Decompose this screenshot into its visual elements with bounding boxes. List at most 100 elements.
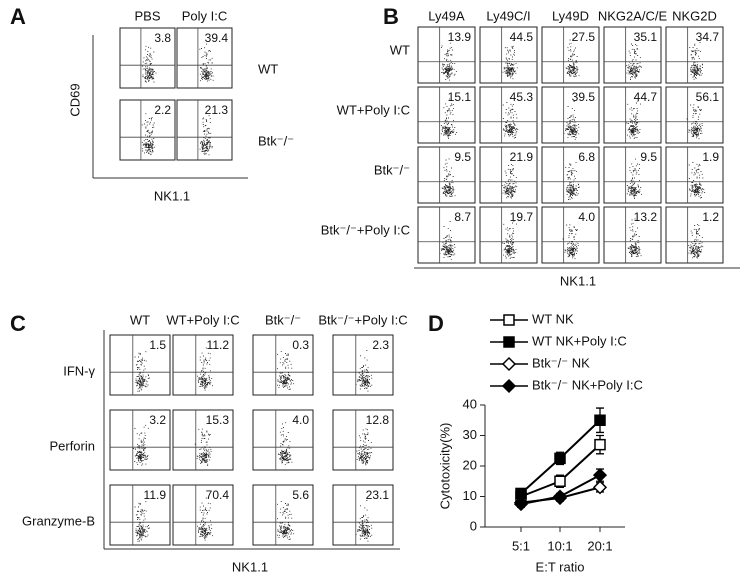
panel-letter: B [383,4,399,29]
y-tick-label: 40 [463,396,477,411]
event-dots [355,350,373,392]
flow-plot: 35.1 [603,26,662,84]
event-dots [197,347,213,391]
column-header: Btk⁻/⁻ [265,312,301,327]
x-axis-label: NK1.1 [232,559,268,574]
flow-plot: 2.3 [332,334,394,396]
flow-plot: 45.3 [479,86,538,144]
plot-frame [417,206,476,264]
y-tick-label: 20 [463,457,477,472]
data-point [552,489,568,504]
flow-plot: 1.5 [109,334,171,396]
row-label: Btk⁻/⁻+Poly I:C [321,222,410,237]
plot-frame [541,86,600,144]
event-dots [502,102,519,139]
flow-plot: 13.9 [417,26,476,84]
plot-frame [332,334,394,396]
gate-percentage: 21.9 [510,150,534,164]
gate-percentage: 1.9 [702,150,719,164]
gate-percentage: 13.9 [448,30,472,44]
gate-percentage: 8.7 [454,210,471,224]
flow-plot: 70.4 [172,484,234,546]
event-dots [439,221,456,260]
gate-percentage: 70.4 [206,488,230,502]
event-dots [626,158,642,199]
row-label: Perforin [49,438,95,453]
flow-plot: 39.4 [176,27,233,89]
gate-percentage: 5.6 [292,488,309,502]
plot-frame [119,99,176,161]
gate-percentage: 1.2 [702,210,719,224]
flow-plot: 23.1 [332,484,394,546]
legend-marker [501,356,517,372]
column-header: PBS [134,8,160,23]
flow-plot: 15.1 [417,86,476,144]
event-dots [562,224,579,260]
plot-frame [417,146,476,204]
data-point [554,475,566,487]
flow-plot: 19.7 [479,206,538,264]
flow-plot: 1.9 [665,146,724,204]
event-dots [686,104,703,140]
column-header: WT [130,312,150,327]
event-dots [688,224,704,259]
event-dots [565,162,580,200]
flow-plot: 44.5 [479,26,538,84]
flow-plot: 15.3 [172,409,234,471]
plot-frame [176,99,233,161]
event-dots [689,42,703,80]
flow-plot: 0.3 [252,334,314,396]
gate-percentage: 15.1 [448,90,472,104]
plot-frame [252,484,314,546]
plot-frame [109,409,171,471]
plot-frame [541,26,600,84]
gate-percentage: 3.2 [149,413,166,427]
row-label: IFN-γ [63,363,95,378]
data-point [594,438,606,451]
gate-percentage: 56.1 [696,90,720,104]
event-dots [563,101,580,140]
flow-plot: 2.2 [119,99,176,161]
column-header: Ly49D [552,8,589,23]
flow-plot: 8.7 [417,206,476,264]
event-dots [277,501,295,540]
flow-plot: 21.9 [479,146,538,204]
y-axis-label: Cytotoxicity(%) [437,423,452,510]
gate-percentage: 4.0 [578,210,595,224]
row-label: Granzyme-B [22,513,95,528]
flow-plot: 11.9 [109,484,171,546]
column-header: Ly49A [428,8,465,23]
event-dots [197,497,213,541]
legend-marker [501,378,517,394]
x-axis-label: E:T ratio [536,559,585,574]
x-tick-label: 5:1 [512,538,530,553]
event-dots [441,42,457,81]
gate-percentage: 27.5 [572,30,596,44]
legend-marker [503,314,515,326]
flow-plot: 5.6 [252,484,314,546]
x-axis-label: NK1.1 [154,188,190,203]
event-dots [134,501,150,542]
gate-percentage: 35.1 [634,30,658,44]
y-axis-label: CD69 [67,83,82,116]
gate-percentage: 1.5 [149,338,166,352]
x-tick-label: 10:1 [547,538,572,553]
event-dots [565,38,580,77]
flow-plot: 1.2 [665,206,724,264]
legend-label: Btk⁻/⁻ NK+Poly I:C [532,377,643,392]
event-dots [133,424,149,466]
event-dots [625,100,641,140]
gate-percentage: 11.2 [207,338,230,352]
column-header: Ly49C/I [486,8,530,23]
event-dots [277,422,293,465]
data-point [554,452,566,465]
x-axis-label: NK1.1 [560,273,596,288]
plot-frame [176,27,233,89]
panel-letter: D [428,311,444,336]
gate-percentage: 0.3 [292,338,309,352]
flow-plot: 13.2 [603,206,662,264]
panel-letter: C [10,311,26,336]
gate-percentage: 23.1 [366,488,390,502]
gate-percentage: 13.2 [634,210,658,224]
flow-plot: 34.7 [665,26,724,84]
